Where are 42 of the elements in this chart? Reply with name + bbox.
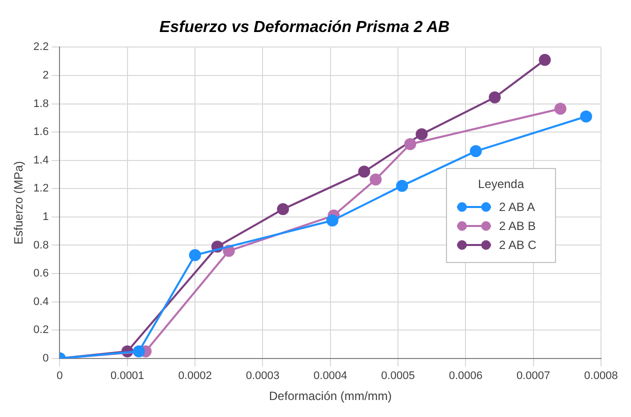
y-tick-label: 1.4 [33, 154, 49, 166]
x-tick-label: 0.0002 [178, 370, 212, 382]
y-tick-label: 0.8 [33, 239, 49, 252]
x-tick-label: 0.0006 [448, 370, 482, 382]
legend-label: 2 AB C [499, 238, 536, 252]
point [416, 128, 428, 140]
y-tick-label: 0.4 [33, 296, 49, 308]
x-tick-label: 0.0001 [110, 370, 144, 382]
y-tick-label: 1 [42, 210, 49, 223]
legend-label: 2 AB B [499, 218, 536, 233]
x-tick-label: 0.0005 [381, 370, 415, 382]
point [276, 203, 289, 216]
point [580, 110, 592, 123]
y-tick-label: 1.6 [33, 126, 49, 138]
point [554, 102, 566, 115]
x-tick-label: 0 [56, 370, 63, 382]
y-tick-label: 1.8 [33, 98, 49, 110]
y-tick-label: 0.6 [33, 268, 49, 280]
chart-title: Esfuerzo vs Deformación Prisma 2 AB [159, 19, 450, 36]
y-tick-label: 2 [42, 70, 49, 82]
point [404, 138, 416, 150]
point [189, 249, 202, 262]
point [488, 91, 501, 104]
x-tick-label: 0.0008 [584, 370, 618, 382]
x-axis-title: Deformación (mm/mm) [269, 389, 392, 404]
y-tick-label: 0.2 [33, 324, 49, 336]
x-tick-label: 0.0004 [314, 370, 348, 382]
x-tick-label: 0.0003 [246, 370, 280, 382]
y-tick-label: 1.2 [33, 182, 49, 195]
legend-title: Leyenda [476, 177, 526, 192]
point [326, 214, 338, 226]
y-tick-label: 0 [42, 352, 49, 364]
y-tick-label: 2.2 [33, 41, 49, 54]
y-axis-title: Esfuerzo (MPa) [12, 161, 26, 244]
point [370, 173, 382, 186]
point [396, 180, 408, 192]
point [470, 145, 482, 158]
x-tick-label: 0.0007 [516, 370, 550, 382]
point [538, 54, 551, 66]
point [132, 345, 145, 358]
point [358, 166, 370, 178]
legend-label: 2 AB A [499, 200, 536, 214]
